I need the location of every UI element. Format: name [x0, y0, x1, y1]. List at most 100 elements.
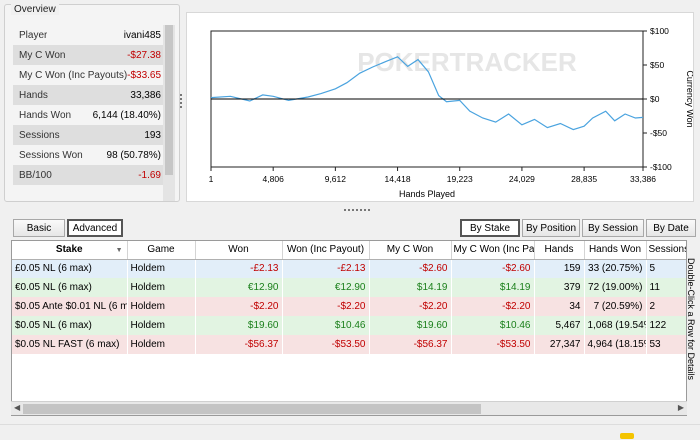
overview-label: BB/100	[19, 169, 52, 181]
table-cell: $10.46	[451, 316, 534, 335]
overview-row: My C Won -$27.38	[13, 45, 163, 65]
column-header-my-c-won-inc-payouts[interactable]: My C Won (Inc Payouts)	[451, 241, 535, 260]
overview-list: Player ivani485 My C Won -$27.38 My C Won …	[13, 25, 163, 185]
table-cell: -£2.13	[282, 259, 369, 278]
table-cell: 11	[646, 278, 686, 297]
x-tick-label: 28,835	[571, 174, 597, 184]
table-horizontal-scrollbar[interactable]: ◀ ▶	[11, 401, 687, 415]
column-header-game[interactable]: Game	[127, 241, 196, 260]
overview-value: 33,386	[130, 89, 161, 101]
table-row[interactable]: £0.05 NL (6 max) Holdem -£2.13 -£2.13 -$2.60…	[12, 259, 686, 278]
status-indicator-icon	[620, 433, 634, 439]
table-cell: Holdem	[127, 316, 195, 335]
overview-scrollbar[interactable]	[163, 25, 175, 201]
overview-value: ivani485	[123, 29, 161, 41]
overview-row: Hands Won 6,144 (18.40%)	[13, 105, 163, 125]
overview-title: Overview	[11, 4, 59, 15]
x-tick-label: 14,418	[385, 174, 411, 184]
overview-label: Sessions	[19, 129, 60, 141]
y-tick-label: $0	[650, 94, 660, 104]
tab-by-stake[interactable]: By Stake	[460, 219, 520, 237]
table-scroll-thumb[interactable]	[23, 404, 481, 414]
table-cell: 5,467	[534, 316, 584, 335]
table-cell: $19.60	[195, 316, 282, 335]
column-header-won[interactable]: Won	[195, 241, 283, 260]
tab-basic[interactable]: Basic	[13, 219, 65, 237]
vertical-splitter-handle[interactable]	[179, 92, 183, 112]
table-cell: $19.60	[369, 316, 451, 335]
table-cell: 72 (19.00%)	[584, 278, 646, 297]
column-header-my-c-won[interactable]: My C Won	[369, 241, 452, 260]
horizontal-splitter-handle[interactable]	[344, 209, 372, 213]
table-cell: £0.05 NL (6 max)	[12, 259, 127, 278]
table-cell: Holdem	[127, 278, 195, 297]
overview-value: 6,144 (18.40%)	[92, 109, 161, 121]
tab-advanced[interactable]: Advanced	[67, 219, 123, 237]
overview-row: My C Won (Inc Payouts) -$33.65	[13, 65, 163, 85]
table-cell: Holdem	[127, 297, 195, 316]
winnings-chart: POKERTRACKER $100 $50 $0 -$50 -$100 1 4,806 9,61…	[209, 26, 695, 199]
double-click-hint: Double-Click a Row for Details	[686, 258, 696, 381]
sort-desc-icon: ▼	[115, 247, 123, 254]
table-cell: 159	[534, 259, 584, 278]
table-cell: 4,964 (18.15%)	[584, 335, 646, 354]
overview-value: 98 (50.78%)	[106, 149, 161, 161]
table-cell: -£2.13	[195, 259, 282, 278]
table-header-row: Stake ▼ Game Won Won (Inc Payout) My C Wo…	[12, 241, 686, 260]
overview-scroll-thumb[interactable]	[165, 25, 173, 175]
table-cell: 7 (20.59%)	[584, 297, 646, 316]
overview-value: -$33.65	[127, 69, 161, 81]
table-cell: $0.05 NL (6 max)	[12, 316, 127, 335]
column-header-won-inc-payout[interactable]: Won (Inc Payout)	[282, 241, 370, 260]
table-cell: -$53.50	[451, 335, 534, 354]
column-header-label: Stake	[55, 244, 83, 256]
overview-label: My C Won	[19, 49, 66, 61]
tab-by-position[interactable]: By Position	[522, 219, 580, 237]
scroll-left-icon[interactable]: ◀	[14, 403, 21, 412]
x-tick-label: 19,223	[447, 174, 473, 184]
table-cell: -$2.60	[451, 259, 534, 278]
overview-row: Hands 33,386	[13, 85, 163, 105]
table-cell: $10.46	[282, 316, 369, 335]
table-row[interactable]: $0.05 NL FAST (6 max) Holdem -$56.37 -$53.5…	[12, 335, 686, 354]
table-row[interactable]: $0.05 Ante $0.01 NL (6 max)Holdem-$2.20-…	[12, 297, 686, 316]
x-tick-label: 9,612	[325, 174, 347, 184]
overview-label: Sessions Won	[19, 149, 83, 161]
table-cell: 379	[534, 278, 584, 297]
table-cell: $14.19	[369, 278, 451, 297]
graph-watermark: POKERTRACKER	[357, 47, 577, 77]
overview-panel: Overview Player ivani485 My C Won -$27.38 …	[4, 4, 180, 202]
table-cell: -$2.60	[369, 259, 451, 278]
table-cell: €0.05 NL (6 max)	[12, 278, 127, 297]
table-cell: $0.05 NL FAST (6 max)	[12, 335, 127, 354]
y-tick-label: -$100	[650, 162, 672, 172]
column-header-sessions[interactable]: Sessions	[646, 241, 686, 260]
table-cell: €12.90	[282, 278, 369, 297]
x-tick-label: 33,386	[630, 174, 656, 184]
table-cell: 33 (20.75%)	[584, 259, 646, 278]
tab-by-date[interactable]: By Date	[646, 219, 696, 237]
scroll-right-icon[interactable]: ▶	[677, 403, 684, 412]
table-cell: -$2.20	[369, 297, 451, 316]
table-cell: €12.90	[195, 278, 282, 297]
table-cell: -$2.20	[451, 297, 534, 316]
y-tick-label: $50	[650, 60, 664, 70]
status-bar	[0, 424, 700, 440]
table-cell: 34	[534, 297, 584, 316]
tab-by-session[interactable]: By Session	[582, 219, 644, 237]
overview-value: -1.69	[138, 169, 161, 181]
table-cell: -$53.50	[282, 335, 369, 354]
table-cell: Holdem	[127, 259, 195, 278]
stats-table: Stake ▼ Game Won Won (Inc Payout) My C Wo…	[11, 240, 687, 416]
table-cell: 122	[646, 316, 686, 335]
column-header-hands[interactable]: Hands	[534, 241, 585, 260]
table-cell: -$56.37	[369, 335, 451, 354]
x-tick-label: 4,806	[263, 174, 285, 184]
column-header-stake[interactable]: Stake ▼	[12, 241, 128, 260]
overview-row: Sessions 193	[13, 125, 163, 145]
table-cell: $14.19	[451, 278, 534, 297]
table-row[interactable]: $0.05 NL (6 max) Holdem $19.60 $10.46 $19.60…	[12, 316, 686, 335]
overview-label: My C Won (Inc Payouts)	[19, 69, 128, 81]
column-header-hands-won[interactable]: Hands Won	[584, 241, 647, 260]
table-row[interactable]: €0.05 NL (6 max) Holdem €12.90 €12.90 $14.19…	[12, 278, 686, 297]
